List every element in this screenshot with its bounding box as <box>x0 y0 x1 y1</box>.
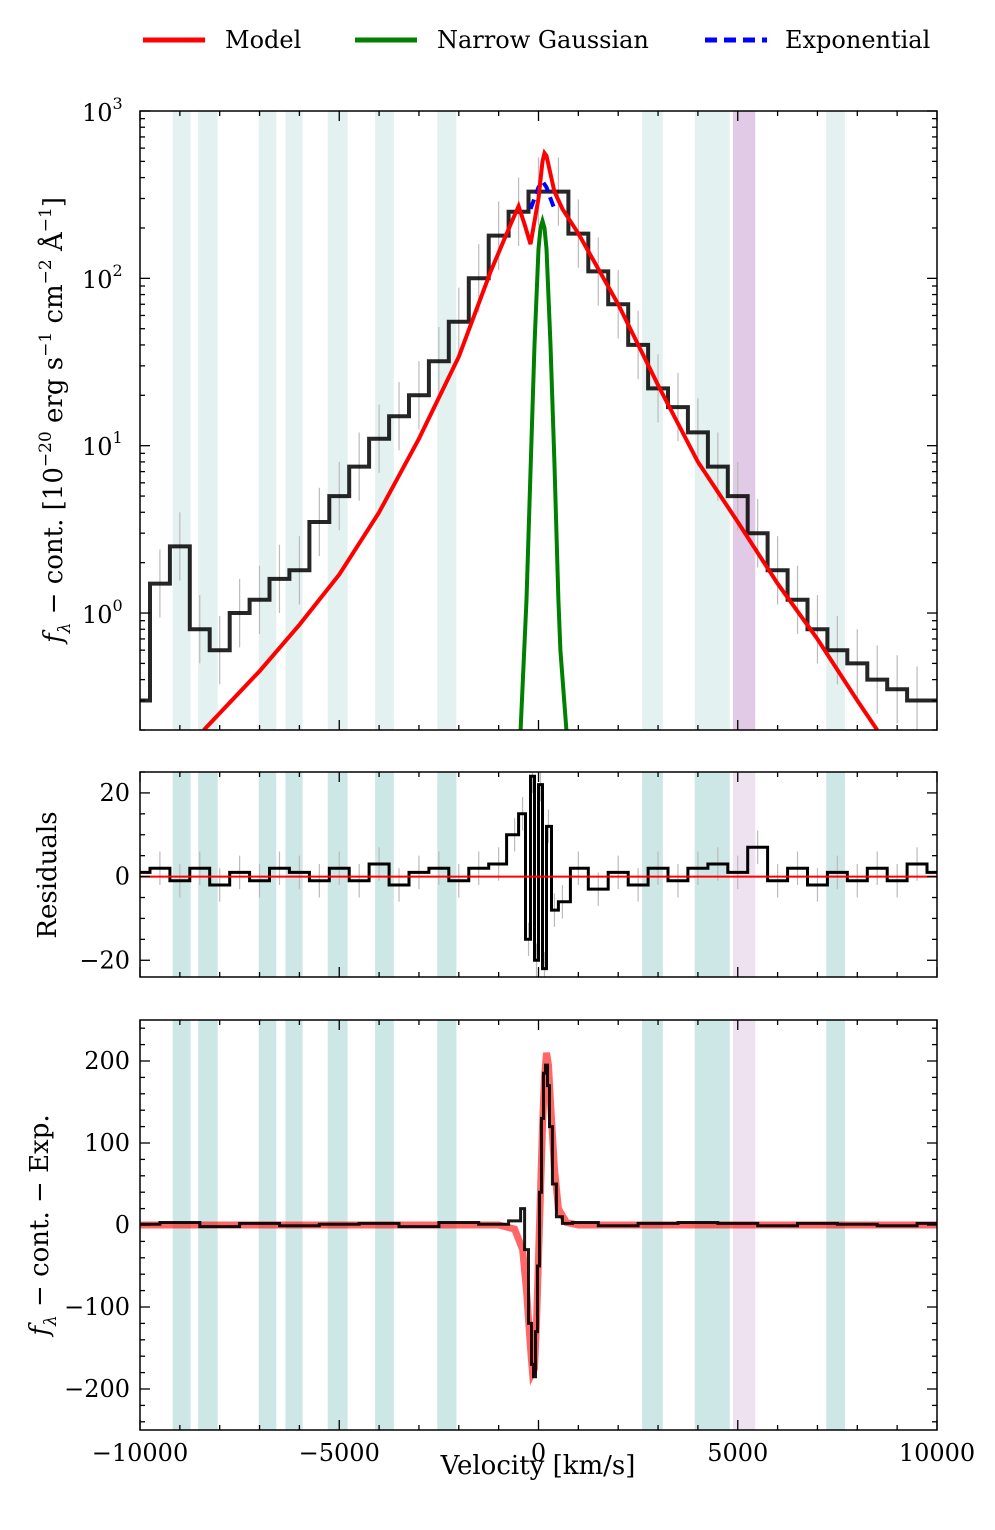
bottom-ytick-label-3: −100 <box>64 1293 130 1321</box>
top-masked-band-7 <box>642 111 663 730</box>
top-masked-band-1 <box>198 111 218 730</box>
exponential-line <box>528 177 557 210</box>
legend-gaussian-label: Narrow Gaussian <box>437 26 649 54</box>
top-y-axis-label: fλ − cont. [10−20 erg s−1 cm−2 Å−1] <box>36 197 75 645</box>
middle-ytick-labels: 20 0 −20 <box>79 779 130 974</box>
middle-ytick-label-0: 20 <box>99 779 130 807</box>
bottom-ytick-label-4: −200 <box>64 1375 130 1403</box>
top-ytick-label-10: 101 <box>82 428 123 461</box>
mid-masked-band-7 <box>642 772 663 977</box>
top-masked-band-5 <box>375 111 394 730</box>
bottom-xtick-labels: −10000 −5000 0 5000 10000 <box>92 1439 975 1467</box>
middle-ytick-label-1: 0 <box>115 863 130 891</box>
bottom-ytick-labels: 200 100 0 −100 −200 <box>64 1047 130 1403</box>
mid-masked-band-3 <box>285 772 303 977</box>
mid-masked-band-4 <box>327 772 348 977</box>
xtick-label-2: 0 <box>531 1439 546 1467</box>
top-masked-band-0 <box>172 111 191 730</box>
top-panel: 103 102 101 100 fλ − cont. [10−20 erg s−… <box>36 94 938 731</box>
top-data-line <box>140 189 937 703</box>
bottom-data-line <box>140 1063 937 1379</box>
legend-model-label: Model <box>225 26 301 54</box>
mid-masked-band-9 <box>826 772 845 977</box>
xtick-label-4: 10000 <box>899 1439 975 1467</box>
narrow-gaussian-line <box>518 213 569 730</box>
top-highlight-band-0 <box>732 111 756 730</box>
mid-highlight-band-0 <box>732 772 756 977</box>
x-axis-label: Velocity [km/s] <box>440 1451 636 1481</box>
xtick-label-3: 5000 <box>707 1439 768 1467</box>
mid-masked-band-0 <box>172 772 191 977</box>
top-ytick-label-1000: 103 <box>82 94 123 127</box>
bottom-y-axis-label: fλ − cont. − Exp. <box>25 1114 61 1337</box>
xtick-label-1: −5000 <box>299 1439 380 1467</box>
top-masked-band-9 <box>826 111 845 730</box>
bottom-ytick-label-2: 0 <box>115 1211 130 1239</box>
bottom-ytick-label-1: 100 <box>84 1129 130 1157</box>
bottom-ytick-label-0: 200 <box>84 1047 130 1075</box>
middle-panel: 20 0 −20 Residuals <box>33 771 938 978</box>
top-masked-band-6 <box>437 111 457 730</box>
middle-y-axis-label: Residuals <box>33 811 63 938</box>
mid-masked-band-1 <box>198 772 218 977</box>
mid-masked-band-6 <box>437 772 457 977</box>
top-masked-band-8 <box>694 111 730 730</box>
top-masked-band-4 <box>327 111 348 730</box>
top-ytick-label-1: 100 <box>82 596 123 629</box>
top-masked-band-2 <box>258 111 277 730</box>
xtick-label-0: −10000 <box>92 1439 188 1467</box>
mid-masked-band-8 <box>694 772 730 977</box>
bottom-panel: 200 100 0 −100 −200 −10000 −5000 0 5000 10000 fλ… <box>25 1019 975 1481</box>
model-line <box>202 148 879 730</box>
top-ytick-labels: 103 102 101 100 <box>82 94 123 629</box>
legend-exponential-label: Exponential <box>785 26 930 54</box>
mid-masked-band-5 <box>375 772 394 977</box>
top-ytick-label-100: 102 <box>82 261 123 294</box>
residuals-line <box>140 774 937 971</box>
middle-ytick-label-2: −20 <box>79 946 130 974</box>
legend: Model Narrow Gaussian Exponential <box>143 26 930 54</box>
mid-masked-band-2 <box>258 772 277 977</box>
